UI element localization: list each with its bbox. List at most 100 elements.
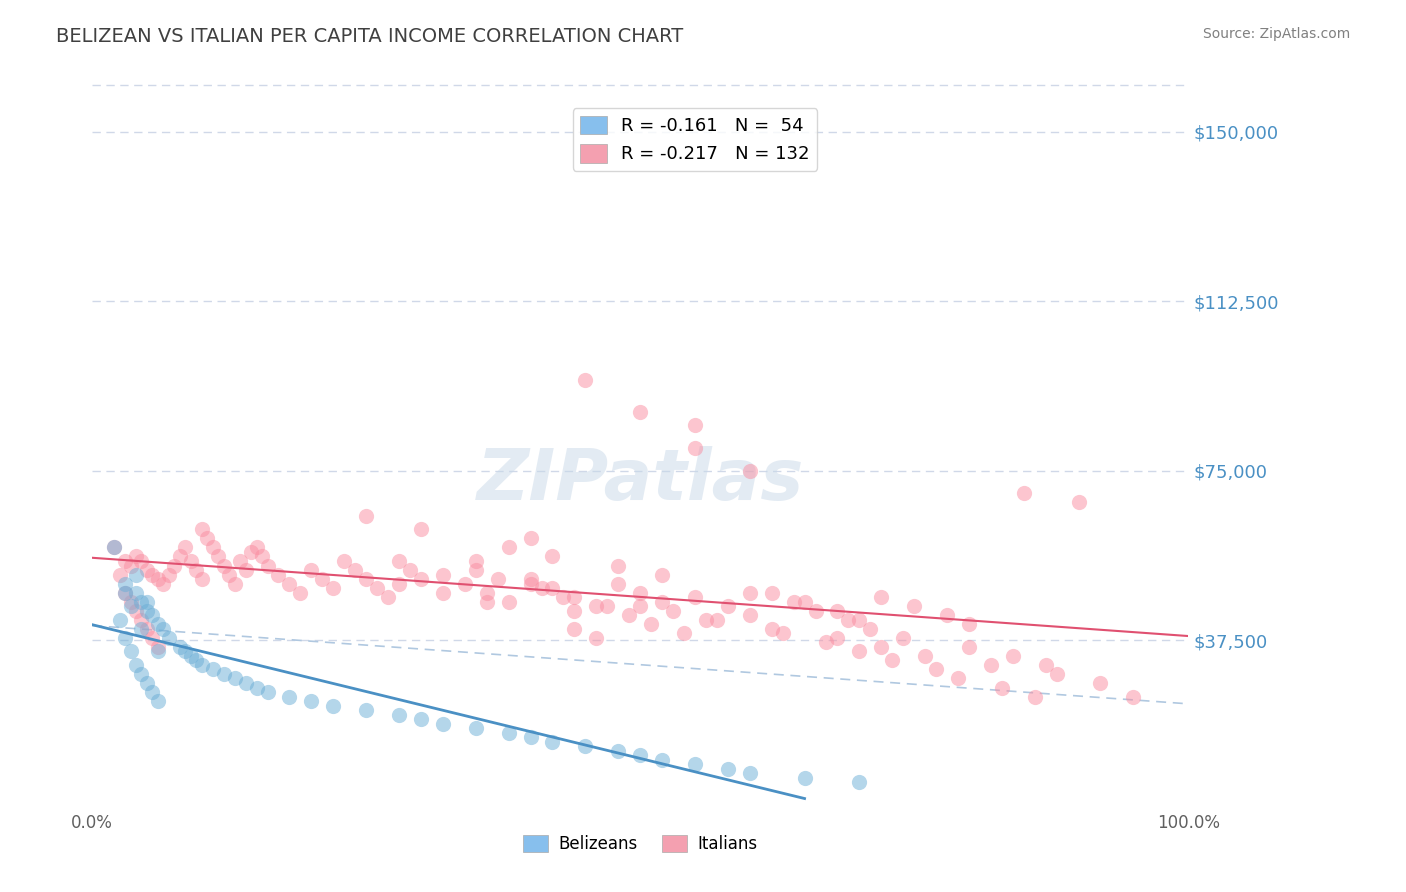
Point (125, 567, 148, 582)
Point (628, 748, 651, 763)
Point (344, 563, 367, 577)
Point (564, 622, 586, 636)
Point (553, 590, 575, 604)
Point (585, 631, 607, 645)
Point (120, 599, 142, 614)
Point (146, 644, 169, 658)
Point (1067, 495, 1090, 509)
Point (936, 608, 959, 623)
Point (1046, 667, 1069, 681)
Point (191, 522, 214, 536)
Point (256, 685, 278, 699)
Text: Source: ZipAtlas.com: Source: ZipAtlas.com (1202, 27, 1350, 41)
Point (201, 541, 224, 555)
Point (290, 585, 312, 599)
Point (891, 631, 914, 645)
Point (207, 549, 229, 564)
Point (131, 595, 153, 609)
Text: BELIZEAN VS ITALIAN PER CAPITA INCOME CORRELATION CHART: BELIZEAN VS ITALIAN PER CAPITA INCOME CO… (56, 27, 683, 45)
Point (683, 418, 706, 433)
Point (278, 576, 301, 591)
Point (498, 541, 520, 555)
Point (454, 576, 477, 591)
Point (136, 622, 159, 636)
Point (212, 667, 235, 681)
Point (815, 635, 838, 649)
Point (848, 775, 870, 789)
Point (991, 681, 1014, 695)
Point (299, 563, 322, 577)
Point (125, 657, 148, 672)
Point (564, 590, 586, 604)
Point (1012, 486, 1035, 500)
Point (114, 585, 136, 599)
Point (1001, 648, 1024, 663)
Point (131, 622, 153, 636)
Point (827, 604, 849, 618)
Point (163, 558, 186, 573)
Point (212, 558, 235, 573)
Point (103, 541, 125, 555)
Point (683, 441, 706, 455)
Point (136, 595, 159, 609)
Point (141, 567, 163, 582)
Point (388, 554, 411, 568)
Point (267, 567, 290, 582)
Point (519, 730, 541, 744)
Point (848, 644, 870, 658)
Point (782, 595, 804, 609)
Point (957, 617, 980, 632)
Point (486, 572, 509, 586)
Point (108, 613, 131, 627)
Point (717, 762, 740, 776)
Point (827, 631, 849, 645)
Point (152, 622, 174, 636)
Point (114, 576, 136, 591)
Point (717, 599, 740, 614)
Point (1024, 690, 1046, 704)
Point (772, 626, 794, 640)
Point (108, 567, 131, 582)
Point (169, 640, 191, 654)
Point (191, 657, 214, 672)
Point (299, 694, 322, 708)
Point (870, 640, 893, 654)
Point (882, 653, 904, 667)
Point (157, 631, 180, 645)
Point (125, 604, 148, 618)
Point (607, 576, 630, 591)
Point (229, 554, 252, 568)
Point (498, 725, 520, 739)
Point (1122, 690, 1144, 704)
Point (957, 640, 980, 654)
Point (388, 576, 411, 591)
Point (278, 690, 301, 704)
Point (120, 644, 142, 658)
Point (311, 572, 333, 586)
Point (235, 676, 257, 690)
Point (146, 640, 169, 654)
Point (224, 576, 246, 591)
Point (114, 554, 136, 568)
Point (136, 604, 159, 618)
Point (131, 613, 153, 627)
Point (186, 563, 208, 577)
Point (695, 613, 717, 627)
Point (432, 716, 454, 731)
Point (607, 558, 630, 573)
Point (870, 590, 893, 604)
Point (174, 541, 197, 555)
Point (322, 581, 344, 595)
Point (180, 648, 202, 663)
Point (761, 585, 783, 599)
Point (114, 585, 136, 599)
Point (146, 572, 169, 586)
Point (980, 657, 1002, 672)
Point (240, 545, 263, 559)
Point (848, 613, 870, 627)
Point (201, 662, 224, 676)
Point (125, 585, 148, 599)
Text: ZIPatlas: ZIPatlas (477, 446, 804, 515)
Point (354, 703, 377, 717)
Point (564, 604, 586, 618)
